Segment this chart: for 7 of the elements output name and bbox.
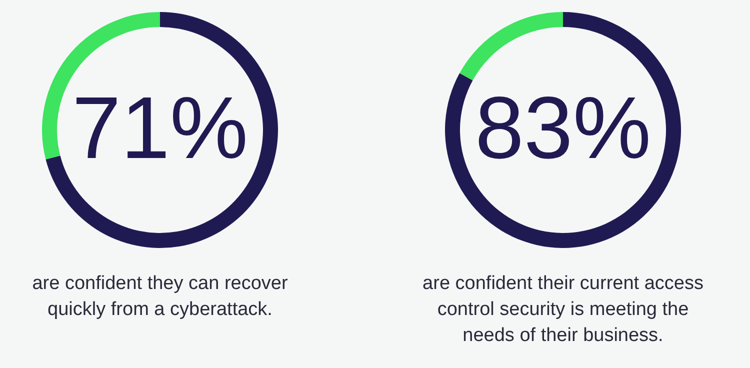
text: are confident their current access control security is meeting the needs of their business. <box>422 273 704 346</box>
text: 83% <box>474 78 652 177</box>
text: 71% <box>72 78 248 177</box>
donut-slice <box>460 12 563 80</box>
text: are confident they can recover quickly from a cyberattack. <box>32 273 288 320</box>
donut-slice <box>445 12 681 248</box>
donut-slice <box>46 12 278 248</box>
